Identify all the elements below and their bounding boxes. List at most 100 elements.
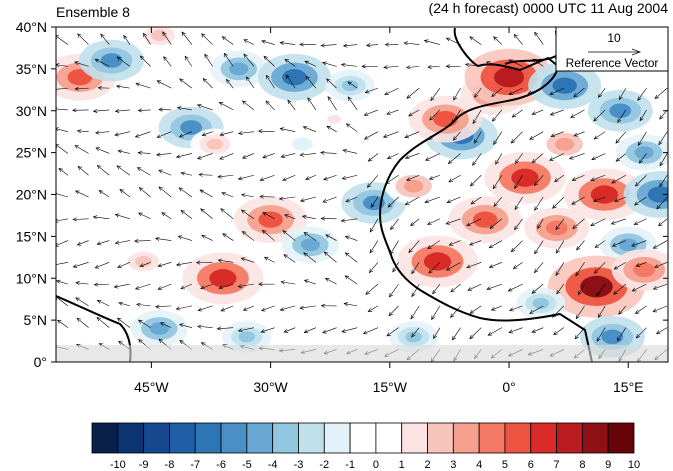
wind-vector-head <box>327 96 332 101</box>
wind-vector <box>325 278 337 285</box>
wind-vector-head <box>596 337 601 342</box>
wind-vector <box>93 109 110 112</box>
wind-vector-head <box>137 150 142 155</box>
wind-vector <box>446 218 461 225</box>
wind-vector <box>571 196 585 205</box>
wind-vector <box>158 186 172 198</box>
wind-vector-head <box>262 154 267 159</box>
wind-vector-head <box>404 201 410 206</box>
wind-vector <box>406 66 420 68</box>
wind-vector <box>549 153 565 161</box>
wind-vector <box>531 153 544 163</box>
wind-vector-head <box>493 36 498 41</box>
wind-vector-head <box>75 280 80 285</box>
reference-vector-arrowhead <box>631 48 642 56</box>
wind-vector <box>241 257 255 263</box>
wind-vector <box>446 262 461 271</box>
anomaly-cell <box>590 185 619 204</box>
wind-vector <box>178 235 193 241</box>
wind-vector-head <box>652 308 658 313</box>
wind-vector-head <box>56 218 59 223</box>
wind-vector-head <box>572 224 577 230</box>
wind-vector <box>342 149 358 154</box>
y-tick-label: 40°N <box>16 19 47 35</box>
wind-vector-head <box>556 249 560 254</box>
wind-vector <box>636 327 647 339</box>
wind-vector <box>534 32 544 45</box>
wind-vector <box>178 187 193 198</box>
wind-vector-head <box>175 262 181 267</box>
wind-vector <box>410 218 420 226</box>
wind-vector <box>550 109 564 116</box>
wind-vector <box>304 279 316 285</box>
wind-vector <box>73 262 89 268</box>
wind-vector <box>344 275 358 285</box>
wind-vector <box>427 66 440 68</box>
wind-vector <box>97 165 110 176</box>
wind-vector <box>347 96 358 111</box>
wind-vector-head <box>204 53 209 59</box>
wind-vector <box>427 240 441 249</box>
x-tick-label: 0° <box>502 379 515 395</box>
wind-vector-head <box>119 188 124 194</box>
wind-vector-head <box>217 174 222 179</box>
wind-vector-head <box>94 58 100 63</box>
wind-vector-head <box>534 249 539 255</box>
wind-vector <box>114 131 130 136</box>
wind-vector-head <box>410 221 415 227</box>
wind-vector-head <box>656 204 661 210</box>
wind-vector-head <box>222 233 227 238</box>
wind-vector-head <box>445 64 450 69</box>
wind-vector <box>537 218 544 229</box>
wind-vector-head <box>179 78 184 83</box>
wind-vector-head <box>163 56 168 61</box>
wind-vector-head <box>427 245 432 250</box>
wind-vector-head <box>570 114 575 118</box>
wind-vector <box>425 153 441 161</box>
wind-vector <box>613 283 627 295</box>
wind-vector-head <box>362 330 368 335</box>
wind-vector-head <box>303 329 309 334</box>
wind-vector <box>56 35 69 45</box>
wind-vector-head <box>406 94 411 99</box>
colorbar-swatch <box>323 422 351 454</box>
wind-vector-head <box>411 332 416 338</box>
wind-vector-head <box>344 252 350 257</box>
wind-vector-head <box>386 111 391 115</box>
wind-vector-head <box>366 183 372 188</box>
wind-vector <box>404 42 420 45</box>
wind-vector-head <box>176 106 182 111</box>
colorbar-label: 5 <box>502 459 508 471</box>
wind-vector <box>197 325 213 328</box>
wind-vector <box>300 153 316 156</box>
wind-vector <box>326 125 337 132</box>
wind-vector-head <box>514 184 519 190</box>
wind-vector <box>345 236 358 241</box>
wind-vector <box>197 153 213 160</box>
wind-vector <box>118 150 130 154</box>
wind-vector-head <box>469 182 475 187</box>
wind-vector <box>117 56 131 67</box>
wind-vector-head <box>261 229 267 235</box>
wind-vector <box>222 233 234 241</box>
wind-vector <box>631 240 647 247</box>
anomaly-cell <box>149 322 169 335</box>
colorbar-swatch <box>117 422 145 454</box>
wind-vector-head <box>411 269 416 275</box>
wind-vector-head <box>344 275 350 280</box>
wind-vector-head <box>114 132 119 137</box>
wind-vector-head <box>162 31 167 36</box>
wind-vector <box>410 305 420 320</box>
colorbar-label: 0 <box>373 459 379 471</box>
wind-vector <box>532 109 544 115</box>
wind-vector-head <box>133 238 139 243</box>
wind-vector <box>411 283 420 297</box>
wind-vector-head <box>241 100 247 105</box>
wind-vector <box>77 240 89 246</box>
colorbar-swatch <box>169 422 196 454</box>
wind-vector-head <box>575 271 580 277</box>
wind-vector-head <box>116 317 122 322</box>
wind-vector <box>324 251 337 263</box>
wind-vector <box>659 153 668 166</box>
wind-vector-head <box>574 334 579 340</box>
